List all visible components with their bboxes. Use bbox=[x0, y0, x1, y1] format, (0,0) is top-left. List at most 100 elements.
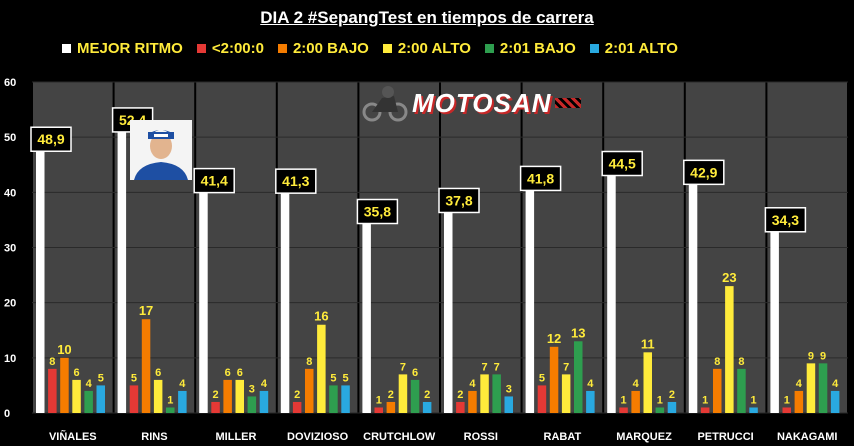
x-tick-label: MILLER bbox=[216, 431, 257, 443]
data-label: 13 bbox=[571, 325, 585, 340]
data-label: 1 bbox=[657, 394, 663, 406]
bar bbox=[374, 407, 383, 413]
bar bbox=[329, 385, 338, 413]
legend-label: 2:01 BAJO bbox=[499, 40, 576, 57]
data-label: 5 bbox=[342, 372, 348, 384]
data-label: 2 bbox=[212, 389, 218, 401]
bar bbox=[504, 396, 513, 413]
bar bbox=[782, 407, 791, 413]
bar bbox=[574, 341, 583, 413]
y-tick-label: 20 bbox=[4, 298, 16, 310]
data-label: 4 bbox=[832, 378, 839, 390]
bar bbox=[178, 390, 187, 413]
value-label-box bbox=[683, 159, 725, 186]
x-tick-label: RINS bbox=[141, 431, 167, 443]
bar bbox=[749, 407, 758, 413]
data-label: 7 bbox=[494, 361, 500, 373]
legend-label: <2:00:0 bbox=[211, 40, 264, 57]
data-label: 5 bbox=[330, 372, 336, 384]
bar bbox=[586, 390, 595, 413]
data-label: 4 bbox=[633, 378, 640, 390]
data-label: 1 bbox=[376, 394, 382, 406]
data-label: 9 bbox=[808, 350, 814, 362]
legend-swatch bbox=[484, 44, 494, 53]
bar bbox=[317, 324, 326, 413]
data-label: 8 bbox=[306, 356, 312, 368]
legend-label: 2:00 ALTO bbox=[397, 40, 471, 57]
data-label: 1 bbox=[167, 394, 173, 406]
data-label: 42,9 bbox=[690, 164, 717, 180]
x-tick-label: ROSSI bbox=[464, 431, 498, 443]
bar bbox=[141, 319, 151, 413]
bar bbox=[247, 396, 257, 413]
data-label: 1 bbox=[702, 394, 708, 406]
data-label: 4 bbox=[86, 378, 93, 390]
data-label: 2 bbox=[457, 389, 463, 401]
data-label: 3 bbox=[506, 383, 512, 395]
data-label: 12 bbox=[547, 331, 561, 346]
data-label: 23 bbox=[722, 270, 736, 285]
data-label: 41,4 bbox=[201, 173, 228, 189]
bar bbox=[199, 184, 208, 413]
legend-item: 2:00 BAJO bbox=[277, 40, 369, 57]
bar bbox=[305, 368, 314, 413]
data-label: 7 bbox=[563, 361, 569, 373]
data-label: 4 bbox=[179, 378, 186, 390]
bar bbox=[794, 390, 804, 413]
y-tick-label: 0 bbox=[4, 408, 10, 420]
data-label: 34,3 bbox=[772, 212, 799, 228]
bar bbox=[468, 390, 477, 413]
y-tick-label: 30 bbox=[4, 243, 16, 255]
x-tick-label: PETRUCCI bbox=[697, 431, 753, 443]
bar bbox=[607, 167, 616, 413]
data-label: 5 bbox=[539, 372, 545, 384]
motosan-logo: MOTOSAN bbox=[362, 84, 582, 122]
value-label-box bbox=[764, 207, 807, 233]
bar bbox=[549, 346, 559, 413]
legend-label: 2:01 ALTO bbox=[604, 40, 678, 57]
data-label: 1 bbox=[620, 394, 626, 406]
legend-label: MEJOR RITMO bbox=[77, 40, 183, 57]
data-label: 5 bbox=[98, 372, 104, 384]
bar bbox=[525, 182, 535, 413]
x-tick-label: VIÑALES bbox=[49, 430, 97, 443]
bar bbox=[561, 374, 571, 413]
bar bbox=[830, 390, 840, 413]
legend-item: 2:01 ALTO bbox=[589, 40, 678, 57]
bar bbox=[117, 123, 127, 413]
bar bbox=[713, 368, 722, 413]
data-label: 7 bbox=[481, 361, 487, 373]
bar bbox=[537, 385, 547, 413]
value-label-box bbox=[356, 198, 399, 225]
bar bbox=[480, 374, 489, 413]
bar bbox=[36, 143, 45, 414]
bar bbox=[48, 368, 57, 413]
x-tick-label: NAKAGAMI bbox=[777, 431, 838, 443]
bar bbox=[725, 286, 734, 413]
legend: MEJOR RITMO <2:00:0 2:00 BAJO 2:00 ALTO 2:01… bbox=[62, 40, 678, 57]
logo-text: MOTOSAN bbox=[412, 87, 552, 118]
legend-label: 2:00 BAJO bbox=[292, 40, 369, 57]
bar bbox=[259, 390, 269, 413]
data-label: 2 bbox=[388, 389, 394, 401]
bar bbox=[129, 385, 139, 413]
bar bbox=[72, 379, 81, 413]
bar bbox=[386, 401, 396, 413]
checkered-flag-icon bbox=[555, 98, 582, 108]
data-label: 9 bbox=[820, 350, 826, 362]
data-label: 1 bbox=[750, 394, 756, 406]
x-tick-label: DOVIZIOSO bbox=[287, 431, 349, 443]
bar bbox=[341, 385, 350, 413]
data-label: 6 bbox=[412, 367, 418, 379]
legend-item: MEJOR RITMO bbox=[62, 40, 183, 57]
rider-photo bbox=[130, 120, 192, 180]
data-label: 4 bbox=[587, 378, 594, 390]
data-label: 37,8 bbox=[445, 192, 472, 208]
bar bbox=[280, 185, 290, 413]
value-label-box bbox=[193, 167, 235, 194]
data-label: 17 bbox=[139, 303, 153, 318]
bar bbox=[770, 223, 779, 413]
bar bbox=[737, 368, 746, 413]
bar bbox=[631, 390, 640, 413]
data-label: 41,3 bbox=[282, 173, 309, 189]
